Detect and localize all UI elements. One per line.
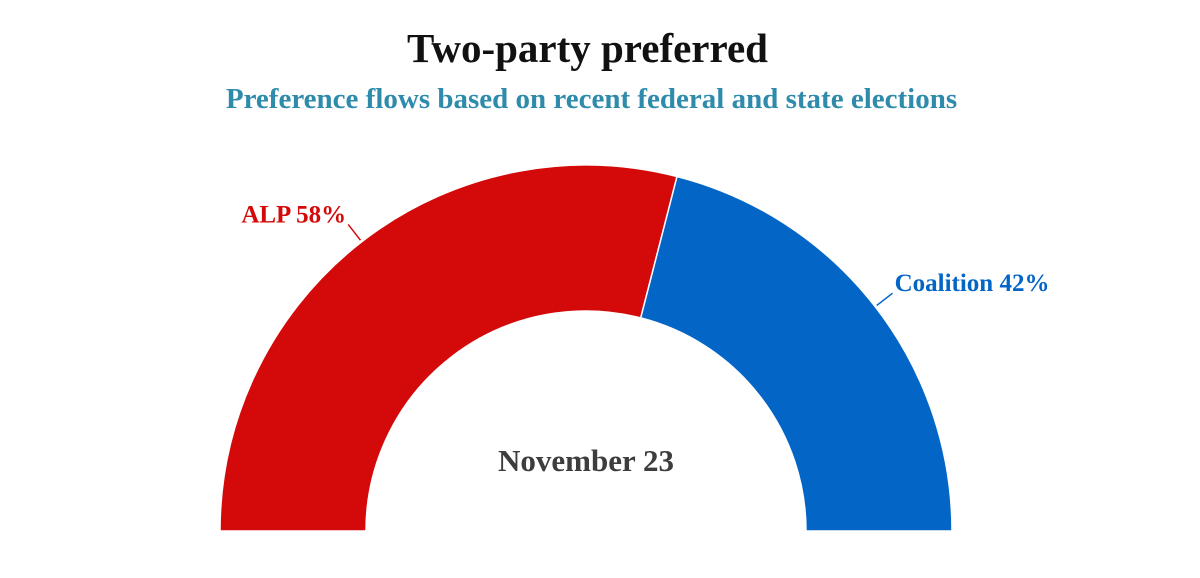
slice-label-alp: ALP 58% <box>241 201 346 228</box>
slice-coalition <box>639 175 953 532</box>
slices-layer <box>219 164 953 532</box>
chart-subtitle: Preference flows based on recent federal… <box>225 83 958 115</box>
leader-line-coalition <box>876 292 894 307</box>
slice-alp <box>219 164 678 532</box>
slice-label-coalition: Coalition 42% <box>895 270 1050 297</box>
labels-layer: ALP 58% Coalition 42% <box>241 201 1050 307</box>
center-label: November 23 <box>498 443 674 478</box>
chart-title: Two-party preferred <box>407 25 768 71</box>
leader-line-alp <box>347 223 362 241</box>
